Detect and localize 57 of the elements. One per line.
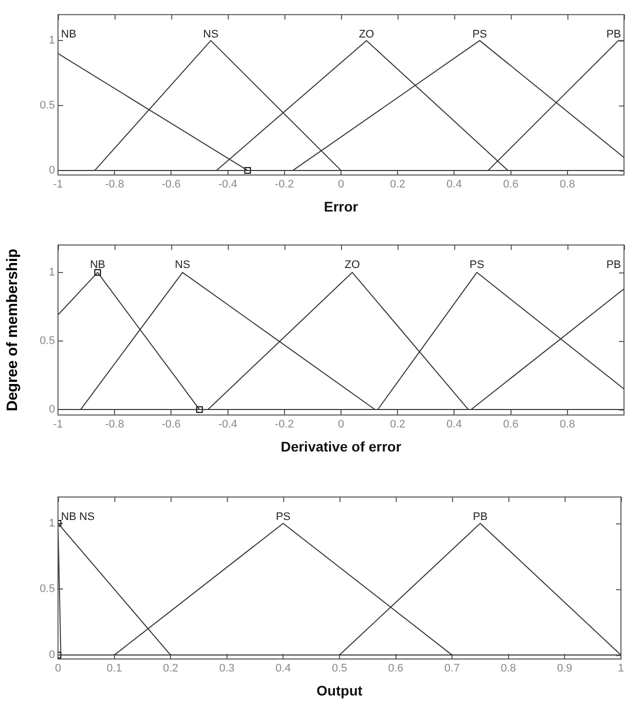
y-axis-title: Degree of membership bbox=[4, 248, 22, 412]
series-label: NB bbox=[90, 259, 106, 272]
x-tick-label: 0.2 bbox=[390, 418, 406, 431]
x-tick-label: 0.8 bbox=[500, 662, 516, 675]
x-tick-label: 0.4 bbox=[446, 178, 462, 191]
series-label: NS bbox=[79, 511, 95, 524]
x-tick-label: 0.8 bbox=[560, 418, 576, 431]
x-tick-label: 0.1 bbox=[106, 662, 122, 675]
x-tick-label: -0.6 bbox=[162, 178, 181, 191]
series-label: ZO bbox=[358, 28, 375, 41]
x-tick-label: -0.6 bbox=[162, 418, 181, 431]
x-axis-title: Output bbox=[316, 682, 363, 698]
series-label: NS bbox=[174, 259, 190, 272]
series-label: PB bbox=[472, 511, 488, 524]
series-label: NB bbox=[61, 28, 76, 41]
series-label: PB bbox=[606, 259, 622, 272]
x-tick-label: 0.9 bbox=[557, 662, 572, 675]
series-label: PS bbox=[276, 511, 291, 524]
x-tick-label: 0.6 bbox=[503, 418, 518, 431]
x-axis-title: Derivative of error bbox=[280, 438, 402, 454]
x-tick-label: -1 bbox=[53, 178, 63, 191]
y-tick-label: 0 bbox=[48, 404, 55, 416]
x-tick-label: 0.2 bbox=[162, 662, 178, 675]
x-tick-label: 0 bbox=[338, 418, 344, 431]
y-tick-label: 0.5 bbox=[40, 583, 55, 596]
x-tick-label: 1 bbox=[618, 662, 624, 675]
x-tick-label: -0.8 bbox=[105, 178, 124, 191]
x-tick-label: 0.5 bbox=[332, 662, 348, 675]
series-label: NS bbox=[203, 28, 218, 41]
series-label: PS bbox=[469, 259, 484, 272]
x-tick-label: 0 bbox=[338, 178, 344, 191]
x-tick-label: 0.8 bbox=[560, 178, 576, 191]
x-tick-label: 0.4 bbox=[446, 418, 462, 431]
x-tick-label: 0.3 bbox=[219, 662, 235, 675]
x-tick-label: -1 bbox=[53, 418, 63, 431]
series-label: NB bbox=[61, 511, 76, 524]
x-tick-label: 0.4 bbox=[276, 662, 291, 675]
series-label: PS bbox=[472, 28, 488, 41]
y-tick-label: 1 bbox=[48, 34, 55, 47]
x-tick-label: -0.2 bbox=[274, 178, 294, 191]
x-tick-label: 0.6 bbox=[388, 662, 404, 675]
x-axis-title: Error bbox=[324, 198, 359, 214]
y-tick-label: 0 bbox=[48, 164, 55, 176]
x-tick-label: 0.7 bbox=[444, 662, 460, 675]
y-tick-label: 1 bbox=[48, 266, 55, 278]
y-tick-label: 0.5 bbox=[40, 100, 55, 112]
series-label: PB bbox=[606, 28, 622, 41]
x-tick-label: -0.2 bbox=[274, 418, 294, 431]
series-label: ZO bbox=[344, 259, 360, 272]
x-tick-label: -0.4 bbox=[218, 418, 238, 431]
y-tick-label: 1 bbox=[48, 517, 55, 530]
x-tick-label: 0.6 bbox=[503, 178, 518, 191]
y-tick-label: 0 bbox=[48, 649, 55, 662]
x-tick-label: 0.2 bbox=[390, 178, 406, 191]
x-tick-label: -0.4 bbox=[218, 178, 238, 191]
y-tick-label: 0.5 bbox=[40, 335, 55, 347]
x-tick-label: -0.8 bbox=[105, 418, 124, 431]
